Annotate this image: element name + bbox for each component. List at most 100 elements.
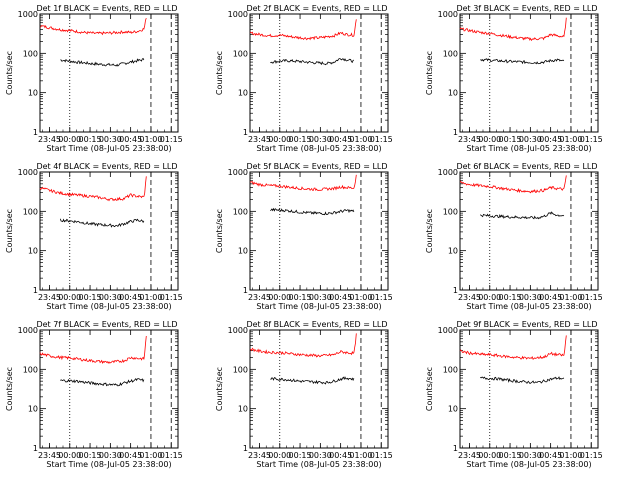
chart-panel: Det 9f BLACK = Events, RED = LLD 1 10 100 10… [425, 320, 603, 469]
x-tick-label: 00:45 [329, 135, 352, 144]
x-tick-label: 00:00 [58, 293, 81, 302]
x-tick-label: 01:00 [139, 451, 162, 460]
x-tick-label: 00:15 [289, 293, 312, 302]
x-axis-label: Start Time (08-Jul-05 23:38:00) [466, 460, 591, 469]
x-tick-label: 00:30 [309, 135, 332, 144]
x-tick-label: 01:15 [370, 451, 393, 460]
y-tick-label: 1 [33, 128, 38, 137]
x-tick-label: 00:30 [519, 293, 542, 302]
y-tick-label: 100 [443, 49, 458, 58]
plot-frame [39, 13, 179, 133]
y-tick-label: 1000 [228, 168, 248, 177]
y-axis-label: Counts/sec [425, 209, 434, 253]
plot-frame [39, 171, 179, 291]
y-tick-label: 1 [243, 286, 248, 295]
y-tick-label: 100 [233, 49, 248, 58]
x-tick-label: 23:45 [38, 451, 61, 460]
x-tick-label: 00:00 [268, 293, 291, 302]
x-tick-label: 01:00 [349, 293, 372, 302]
x-tick-label: 01:00 [559, 293, 582, 302]
x-axis-label: Start Time (08-Jul-05 23:38:00) [46, 460, 171, 469]
y-tick-label: 10 [448, 89, 458, 98]
y-tick-label: 100 [23, 49, 38, 58]
x-tick-label: 01:00 [139, 135, 162, 144]
x-tick-label: 01:00 [559, 451, 582, 460]
x-tick-label: 01:15 [160, 135, 183, 144]
chart-title: Det 1f BLACK = Events, RED = LLD [36, 4, 177, 13]
y-tick-label: 10 [28, 247, 38, 256]
x-tick-label: 23:45 [248, 293, 271, 302]
y-axis-label: Counts/sec [5, 367, 14, 411]
lld-series-line [39, 335, 147, 365]
lld-series-line [459, 17, 567, 42]
plot-frame [249, 329, 389, 449]
x-tick-label: 00:00 [478, 135, 501, 144]
y-axis-label: Counts/sec [5, 51, 14, 95]
x-tick-label: 01:00 [559, 135, 582, 144]
events-series-line [480, 58, 565, 65]
x-tick-label: 01:15 [160, 451, 183, 460]
y-tick-label: 1 [33, 444, 38, 453]
x-tick-label: 01:00 [349, 135, 372, 144]
x-tick-label: 01:15 [370, 293, 393, 302]
x-axis-label: Start Time (08-Jul-05 23:38:00) [46, 302, 171, 311]
y-tick-label: 1 [243, 128, 248, 137]
y-tick-label: 100 [233, 207, 248, 216]
x-tick-label: 00:30 [519, 135, 542, 144]
x-tick-label: 00:15 [79, 451, 102, 460]
chart-panel: Det 8f BLACK = Events, RED = LLD 1 10 100 10… [215, 320, 393, 469]
lld-series-line [39, 17, 147, 36]
x-tick-label: 00:00 [268, 135, 291, 144]
x-tick-label: 23:45 [458, 293, 481, 302]
lld-series-line [459, 175, 567, 194]
x-tick-label: 00:30 [309, 293, 332, 302]
x-tick-label: 00:15 [79, 135, 102, 144]
chart-panel: Det 1f BLACK = Events, RED = LLD 1 10 100 10… [5, 4, 183, 153]
y-tick-label: 10 [238, 247, 248, 256]
y-tick-label: 1000 [228, 10, 248, 19]
x-tick-label: 01:00 [139, 293, 162, 302]
y-axis-label: Counts/sec [215, 209, 224, 253]
x-axis-label: Start Time (08-Jul-05 23:38:00) [256, 460, 381, 469]
y-tick-label: 10 [448, 405, 458, 414]
y-tick-label: 10 [448, 247, 458, 256]
chart-panel: Det 6f BLACK = Events, RED = LLD 1 10 100 10… [425, 162, 603, 311]
x-tick-label: 00:00 [478, 451, 501, 460]
x-tick-label: 00:30 [99, 135, 122, 144]
x-tick-label: 00:45 [329, 293, 352, 302]
y-tick-label: 1 [243, 444, 248, 453]
x-tick-label: 01:00 [349, 451, 372, 460]
plot-frame [459, 329, 599, 449]
chart-title: Det 3f BLACK = Events, RED = LLD [456, 4, 597, 13]
x-tick-label: 01:15 [160, 293, 183, 302]
y-tick-label: 1000 [438, 168, 458, 177]
chart-panel: Det 7f BLACK = Events, RED = LLD 1 10 100 10… [5, 320, 183, 469]
chart-title: Det 6f BLACK = Events, RED = LLD [456, 162, 597, 171]
lld-series-line [249, 174, 357, 192]
x-tick-label: 00:45 [119, 135, 142, 144]
x-tick-label: 00:15 [499, 135, 522, 144]
y-tick-label: 1000 [18, 326, 38, 335]
plot-frame [249, 13, 389, 133]
y-tick-label: 1 [453, 286, 458, 295]
x-tick-label: 01:15 [370, 135, 393, 144]
lld-series-line [249, 19, 357, 41]
y-tick-label: 100 [233, 365, 248, 374]
x-tick-label: 00:00 [478, 293, 501, 302]
lld-series-line [249, 333, 357, 358]
lld-series-line [39, 176, 147, 202]
x-tick-label: 23:45 [38, 135, 61, 144]
x-axis-label: Start Time (08-Jul-05 23:38:00) [466, 144, 591, 153]
y-tick-label: 1000 [228, 326, 248, 335]
chart-panel: Det 4f BLACK = Events, RED = LLD 1 10 100 10… [5, 162, 183, 311]
y-axis-label: Counts/sec [425, 51, 434, 95]
y-axis-label: Counts/sec [5, 209, 14, 253]
chart-title: Det 2f BLACK = Events, RED = LLD [246, 4, 387, 13]
x-tick-label: 00:30 [99, 451, 122, 460]
y-tick-label: 10 [28, 89, 38, 98]
x-tick-label: 00:45 [539, 135, 562, 144]
x-tick-label: 00:15 [289, 451, 312, 460]
y-tick-label: 100 [443, 207, 458, 216]
x-tick-label: 00:15 [499, 451, 522, 460]
